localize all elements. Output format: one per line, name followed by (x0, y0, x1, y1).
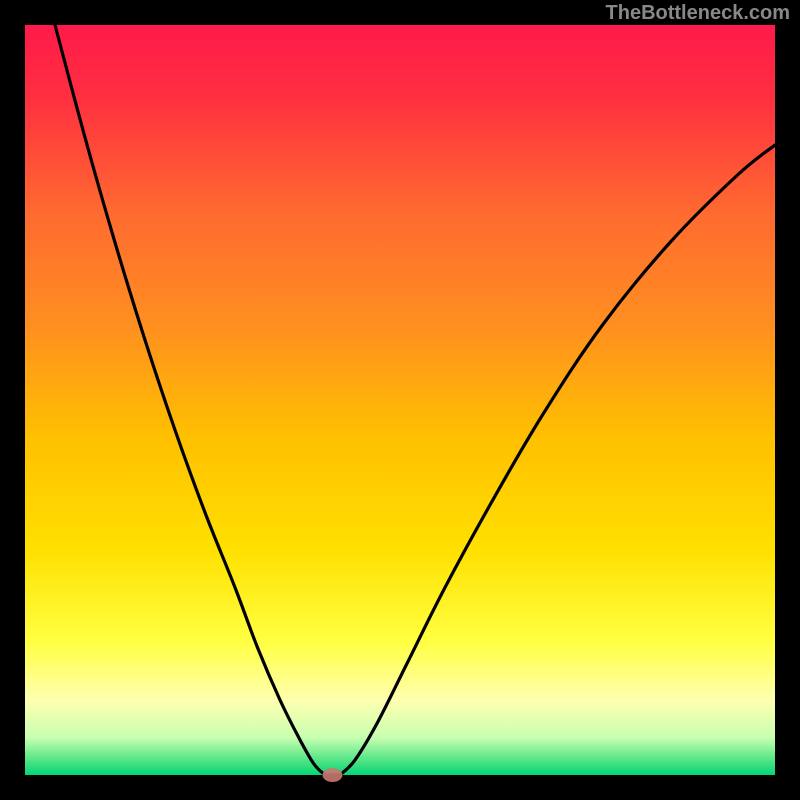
minimum-marker (323, 768, 343, 782)
chart-container: TheBottleneck.com (0, 0, 800, 800)
plot-background (25, 25, 775, 775)
watermark-text: TheBottleneck.com (606, 2, 790, 25)
bottleneck-chart (0, 0, 800, 800)
